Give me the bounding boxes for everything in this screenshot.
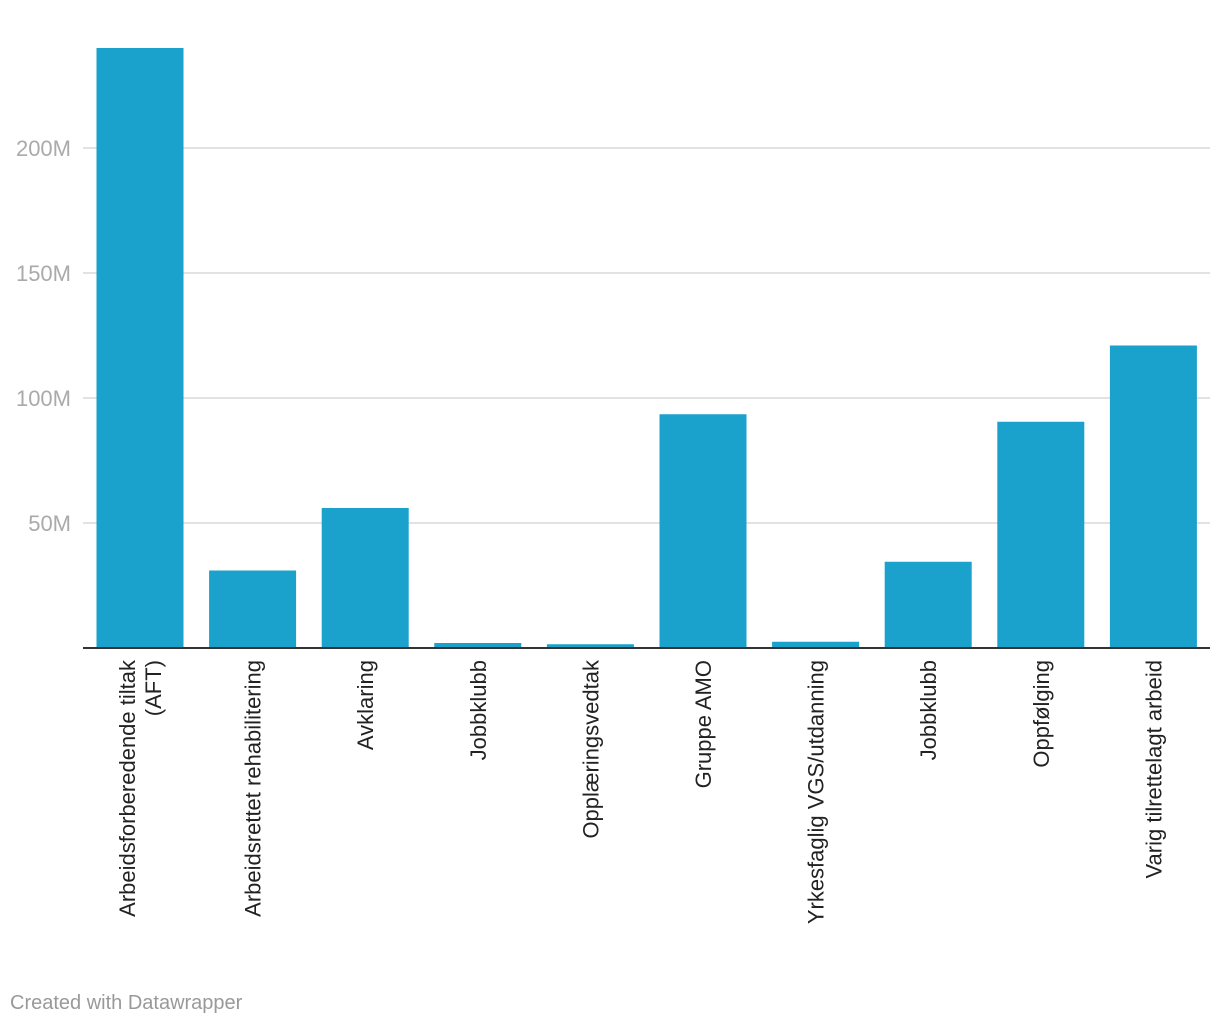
bar[interactable] (884, 561, 972, 648)
bar[interactable] (659, 414, 747, 648)
category-label: (AFT) (141, 660, 166, 716)
bar[interactable] (997, 421, 1085, 648)
category-label: Varig tilrettelagt arbeid (1141, 660, 1166, 879)
category-label: Avklaring (353, 660, 378, 750)
bar[interactable] (209, 570, 297, 649)
category-label: Jobbklubb (916, 660, 941, 760)
category-label: Opplæringsvedtak (578, 659, 603, 839)
bar[interactable] (546, 644, 634, 648)
y-tick-label: 100M (16, 386, 71, 411)
datawrapper-credit[interactable]: Created with Datawrapper (10, 992, 243, 1014)
bar[interactable] (772, 641, 860, 648)
category-label: Oppfølging (1029, 660, 1054, 768)
bar[interactable] (434, 643, 522, 648)
category-label: Gruppe AMO (691, 660, 716, 788)
bar[interactable] (1109, 345, 1197, 649)
bar[interactable] (96, 48, 184, 648)
y-tick-label: 200M (16, 136, 71, 161)
category-label: Arbeidsrettet rehabilitering (241, 660, 266, 917)
category-label: Arbeidsforberedende tiltak (115, 659, 140, 917)
category-label: Jobbklubb (466, 660, 491, 760)
bar[interactable] (321, 508, 409, 648)
y-tick-label: 50M (28, 511, 71, 536)
category-label: Yrkesfaglig VGS/utdanning (804, 660, 829, 924)
y-tick-label: 150M (16, 261, 71, 286)
